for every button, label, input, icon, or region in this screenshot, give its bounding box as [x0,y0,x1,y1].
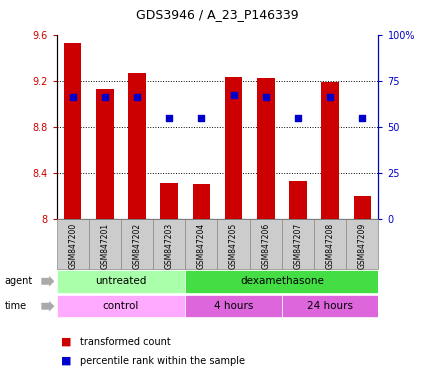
Point [358,114,365,121]
Point [294,114,301,121]
Bar [160,183,178,219]
Text: GSM847209: GSM847209 [357,223,366,269]
Text: GSM847207: GSM847207 [293,223,302,269]
Point [101,94,108,100]
Bar [56,270,185,293]
Text: GSM847204: GSM847204 [197,223,205,269]
Bar [192,184,210,219]
Bar [281,219,313,269]
Point [69,94,76,100]
Bar [289,181,306,219]
Bar [224,77,242,219]
Text: GSM847201: GSM847201 [100,223,109,269]
Bar [96,89,113,219]
Text: transformed count: transformed count [80,337,171,347]
Text: ■: ■ [61,356,71,366]
Bar [185,270,378,293]
Bar [128,73,145,219]
Bar [89,219,121,269]
Bar [153,219,185,269]
Text: control: control [102,301,139,311]
Point [165,114,172,121]
Bar [321,82,338,219]
Text: dexamethasone: dexamethasone [240,276,323,286]
Text: GSM847208: GSM847208 [325,223,334,269]
Bar [56,295,185,318]
Bar [56,219,89,269]
Text: GSM847200: GSM847200 [68,223,77,269]
Point [197,114,204,121]
Bar [353,196,370,219]
Bar [256,78,274,219]
Bar [185,295,281,318]
Text: GSM847202: GSM847202 [132,223,141,269]
Text: percentile rank within the sample: percentile rank within the sample [80,356,245,366]
Bar [185,219,217,269]
Text: GSM847205: GSM847205 [229,223,237,269]
Point [262,94,269,100]
Text: agent: agent [4,276,33,286]
Point [133,94,140,100]
Bar [281,295,378,318]
Text: 24 hours: 24 hours [306,301,352,311]
Text: time: time [4,301,26,311]
Bar [249,219,281,269]
Bar [313,219,345,269]
Point [230,92,237,98]
Text: GSM847203: GSM847203 [164,223,173,269]
Text: 4 hours: 4 hours [214,301,253,311]
Text: GDS3946 / A_23_P146339: GDS3946 / A_23_P146339 [136,8,298,21]
Text: GSM847206: GSM847206 [261,223,270,269]
Bar [121,219,153,269]
Text: untreated: untreated [95,276,146,286]
Text: ■: ■ [61,337,71,347]
Point [326,94,333,100]
Bar [217,219,249,269]
Bar [64,43,81,219]
Bar [345,219,378,269]
